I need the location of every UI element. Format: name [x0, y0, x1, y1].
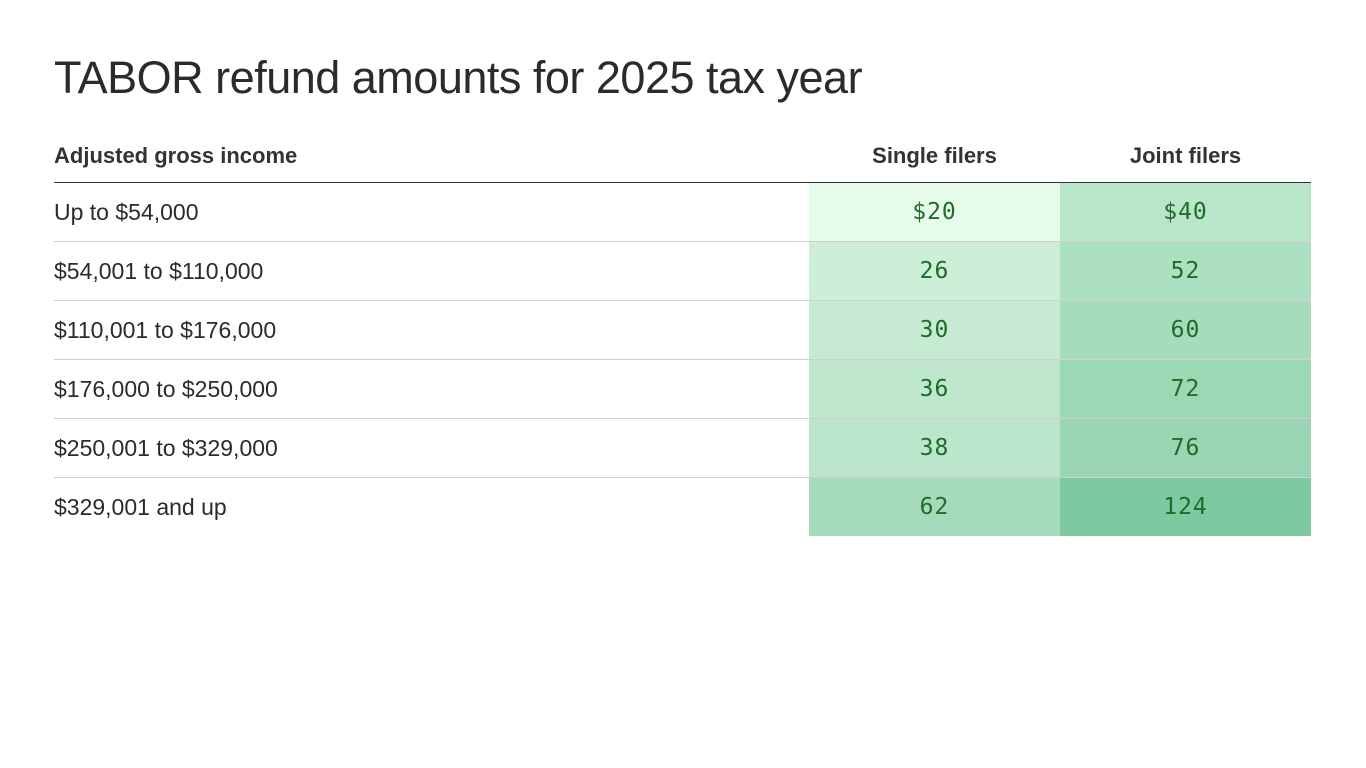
refund-table: Adjusted gross income Single filers Join…	[54, 130, 1311, 536]
income-cell: $250,001 to $329,000	[54, 418, 809, 478]
joint-cell: 76	[1060, 418, 1311, 478]
income-cell: $110,001 to $176,000	[54, 300, 809, 360]
column-header-joint: Joint filers	[1060, 130, 1311, 183]
income-cell: $329,001 and up	[54, 493, 227, 520]
header-row: Adjusted gross income Single filers Join…	[54, 130, 1311, 183]
table-row: $250,001 to $329,000 38 76	[54, 418, 1311, 478]
joint-cell: 124	[1060, 477, 1311, 536]
single-cell: 26	[809, 241, 1060, 301]
joint-cell: 52	[1060, 241, 1311, 301]
income-cell: $176,000 to $250,000	[54, 359, 809, 419]
chart-title: TABOR refund amounts for 2025 tax year	[54, 52, 863, 103]
income-cell: $54,001 to $110,000	[54, 241, 809, 301]
single-cell: 62	[809, 477, 1060, 536]
column-header-income: Adjusted gross income	[54, 130, 809, 183]
single-cell: $20	[809, 182, 1060, 242]
single-cell: 36	[809, 359, 1060, 419]
table-row: $329,001 and up 62 124	[54, 477, 1311, 536]
table-row: $110,001 to $176,000 30 60	[54, 300, 1311, 360]
single-cell: 30	[809, 300, 1060, 360]
table-row: $54,001 to $110,000 26 52	[54, 241, 1311, 301]
income-cell: Up to $54,000	[54, 182, 809, 242]
single-cell: 38	[809, 418, 1060, 478]
joint-cell: $40	[1060, 182, 1311, 242]
joint-cell: 60	[1060, 300, 1311, 360]
table-row: Up to $54,000 $20 $40	[54, 182, 1311, 242]
joint-cell: 72	[1060, 359, 1311, 419]
column-header-single: Single filers	[809, 130, 1060, 183]
table-row: $176,000 to $250,000 36 72	[54, 359, 1311, 419]
